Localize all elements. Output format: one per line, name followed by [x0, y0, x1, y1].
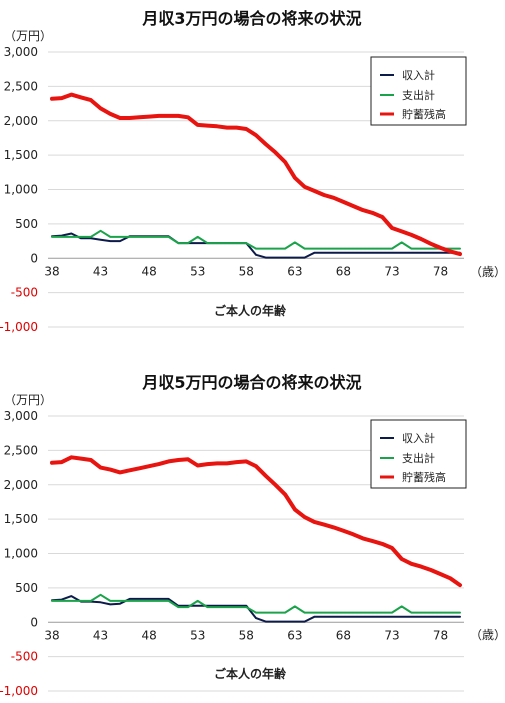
x-tick-label: 58 [239, 628, 254, 642]
x-tick-label: 63 [287, 264, 302, 278]
x-axis-label: ご本人の年齢 [214, 303, 287, 318]
x-tick-label: 68 [336, 264, 351, 278]
x-tick-label: 58 [239, 264, 254, 278]
gridlines [48, 51, 464, 328]
y-tick-label: -500 [11, 650, 38, 664]
x-tick-label: 78 [433, 628, 448, 642]
chart-1: 月収3万円の場合の将来の状況 （万円） 3,000 2,500 2,000 1,500… [0, 9, 505, 334]
legend-label: 貯蓄残高 [402, 107, 446, 121]
series-line [51, 232, 461, 259]
x-unit-label: （歳） [470, 628, 505, 642]
chart-title: 月収5万円の場合の将来の状況 [141, 373, 361, 392]
series-line [51, 595, 461, 623]
chart-2: 月収5万円の場合の将来の状況 （万円） 3,000 2,500 2,000 1,500… [0, 373, 505, 698]
y-tick-label: -500 [11, 286, 38, 300]
x-axis-label: ご本人の年齢 [214, 666, 287, 681]
x-tick-label: 43 [93, 628, 108, 642]
y-tick-label: 0 [30, 251, 38, 265]
series-lines [50, 92, 462, 259]
series-line [50, 455, 462, 588]
legend: 収入計 支出計 貯蓄残高 [370, 419, 467, 489]
y-tick-label: -1,000 [0, 684, 38, 698]
gridlines [48, 415, 464, 692]
x-tick-label: 53 [190, 628, 205, 642]
x-tick-label: 68 [336, 628, 351, 642]
chart-title: 月収3万円の場合の将来の状況 [141, 9, 361, 28]
x-tick-label: 38 [44, 628, 59, 642]
x-tick-label: 73 [384, 628, 399, 642]
y-unit-label: （万円） [4, 393, 52, 407]
y-tick-label: 1,000 [4, 183, 38, 197]
series-line [51, 229, 461, 250]
y-tick-labels: 3,000 2,500 2,000 1,500 1,000 500 0 -500 -1,000 [0, 409, 38, 698]
x-tick-label: 43 [93, 264, 108, 278]
y-tick-label: 2,000 [4, 478, 38, 492]
y-tick-label: -1,000 [0, 320, 38, 334]
x-tick-label: 63 [287, 628, 302, 642]
y-tick-label: 500 [15, 217, 38, 231]
legend-label: 収入計 [402, 68, 435, 82]
x-tick-labels: 38 43 48 53 58 63 68 73 78 [44, 264, 448, 278]
y-tick-label: 1,500 [4, 512, 38, 526]
y-tick-label: 1,000 [4, 547, 38, 561]
x-tick-label: 73 [384, 264, 399, 278]
series-line [50, 92, 462, 257]
legend: 収入計 支出計 貯蓄残高 [370, 56, 467, 126]
y-tick-label: 3,000 [4, 409, 38, 423]
x-tick-label: 48 [142, 628, 157, 642]
y-tick-label: 0 [30, 615, 38, 629]
x-tick-label: 48 [142, 264, 157, 278]
y-tick-label: 2,500 [4, 79, 38, 93]
x-tick-label: 38 [44, 264, 59, 278]
y-unit-label: （万円） [4, 29, 52, 43]
y-tick-label: 2,000 [4, 114, 38, 128]
x-tick-label: 53 [190, 264, 205, 278]
y-tick-label: 2,500 [4, 443, 38, 457]
legend-label: 貯蓄残高 [402, 470, 446, 484]
y-tick-label: 1,500 [4, 148, 38, 162]
y-tick-label: 3,000 [4, 45, 38, 59]
x-unit-label: （歳） [470, 265, 505, 279]
legend-label: 支出計 [402, 88, 435, 102]
series-line [51, 593, 461, 614]
y-tick-label: 500 [15, 581, 38, 595]
y-tick-labels: 3,000 2,500 2,000 1,500 1,000 500 0 -500 -1,000 [0, 45, 38, 334]
x-tick-labels: 38 43 48 53 58 63 68 73 78 [44, 628, 448, 642]
x-tick-label: 78 [433, 264, 448, 278]
legend-label: 収入計 [402, 431, 435, 445]
series-lines [50, 455, 462, 623]
legend-label: 支出計 [402, 451, 435, 465]
